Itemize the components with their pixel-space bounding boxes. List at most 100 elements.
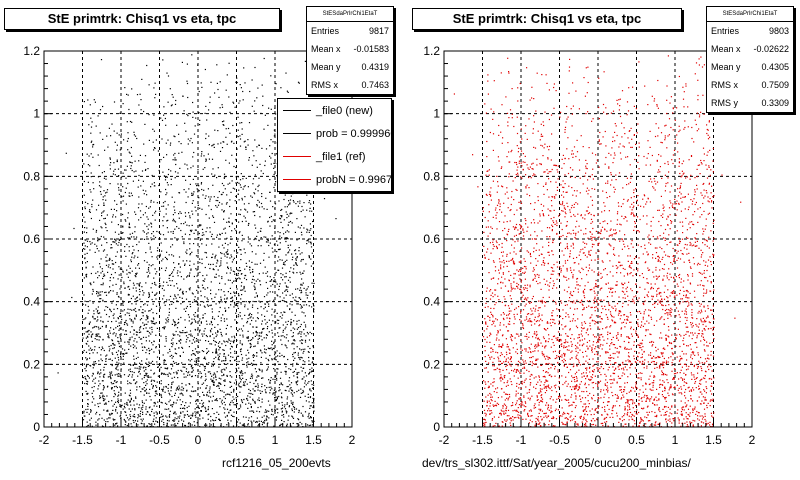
data-point (241, 371, 243, 373)
data-point (85, 357, 87, 359)
data-point (124, 246, 126, 248)
data-point (194, 375, 197, 377)
data-point (700, 303, 702, 305)
data-point (697, 366, 700, 368)
data-point (150, 380, 152, 382)
data-point (128, 339, 130, 341)
data-point (215, 376, 217, 378)
data-point (125, 177, 127, 179)
data-point (282, 227, 284, 229)
data-point (311, 383, 313, 386)
data-point (139, 386, 141, 388)
data-point (118, 391, 120, 393)
data-point (172, 255, 175, 257)
data-point (180, 223, 182, 225)
data-point (138, 331, 140, 334)
data-point (713, 195, 715, 197)
data-point (114, 241, 116, 243)
data-point (191, 224, 193, 226)
data-point (502, 230, 504, 232)
data-point (308, 202, 310, 204)
data-point (256, 294, 258, 297)
data-point (205, 252, 207, 254)
data-point (108, 413, 111, 415)
data-point (132, 415, 134, 417)
data-point (124, 169, 126, 171)
data-point (83, 363, 85, 365)
data-point (270, 280, 272, 282)
data-point (143, 292, 145, 294)
data-point (95, 413, 97, 415)
data-point (251, 281, 253, 283)
data-point (521, 247, 523, 249)
data-point (192, 111, 194, 113)
data-point (138, 366, 140, 368)
data-point (707, 305, 709, 307)
data-point (138, 415, 140, 417)
data-point (240, 209, 242, 211)
data-point (195, 281, 198, 283)
data-point (241, 234, 243, 236)
data-point (243, 383, 245, 385)
data-point (241, 122, 243, 124)
data-point (191, 424, 193, 426)
data-point (246, 383, 248, 385)
data-point (108, 345, 110, 348)
data-point (135, 357, 137, 360)
data-point (93, 99, 95, 101)
data-point (211, 256, 213, 258)
data-point (190, 335, 192, 337)
data-point (97, 319, 99, 321)
data-point (192, 194, 194, 196)
data-point (289, 384, 291, 386)
data-point (223, 320, 226, 322)
data-point (88, 210, 91, 212)
data-point (109, 375, 111, 377)
data-point (212, 333, 214, 335)
data-point (98, 418, 100, 420)
data-point (148, 114, 150, 116)
data-point (113, 396, 115, 398)
data-point (501, 377, 503, 379)
data-point (189, 264, 191, 266)
data-point (291, 408, 293, 410)
data-point (140, 422, 142, 424)
data-point (93, 310, 95, 312)
data-point (278, 390, 280, 392)
data-point (227, 249, 229, 251)
data-point (147, 365, 149, 367)
data-point (184, 408, 186, 410)
data-point (250, 406, 252, 408)
data-point (672, 129, 674, 131)
data-point (125, 169, 127, 171)
data-point (99, 383, 101, 385)
data-point (577, 358, 579, 360)
data-point (119, 112, 121, 114)
data-point (172, 230, 174, 233)
data-point (244, 185, 246, 187)
data-point (576, 364, 578, 366)
data-point (198, 237, 200, 239)
data-point (183, 376, 185, 378)
data-point (210, 304, 212, 306)
data-point (120, 414, 122, 416)
data-point (100, 320, 102, 322)
data-point (248, 202, 250, 205)
data-point (176, 327, 179, 329)
data-point (153, 175, 155, 177)
data-point (132, 322, 134, 324)
data-point (97, 326, 100, 328)
data-point (239, 377, 241, 380)
data-point (278, 269, 280, 271)
data-point (169, 394, 171, 396)
data-point (139, 210, 142, 212)
data-point (248, 314, 250, 316)
data-point (553, 83, 555, 85)
data-point (187, 96, 189, 99)
data-point (117, 325, 119, 327)
data-point (218, 355, 220, 357)
data-point (543, 353, 545, 355)
data-point (217, 354, 219, 356)
data-point (148, 84, 150, 86)
data-point (269, 155, 271, 157)
